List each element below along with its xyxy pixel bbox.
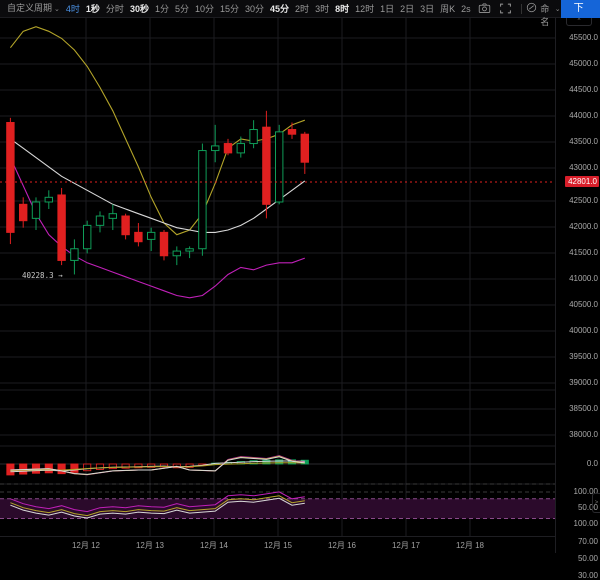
period-option-2时[interactable]: 2时 (295, 3, 310, 14)
custom-period-menu[interactable]: 自定义周期 ⌄ (4, 0, 63, 19)
price-tick-label: 40500.0 (569, 300, 598, 309)
period-option-45分[interactable]: 45分 (270, 3, 290, 14)
price-tick-label: 45000.0 (569, 59, 598, 68)
support-level-annotation: 40228.3 → (22, 271, 63, 280)
price-tick-label: 39500.0 (569, 352, 598, 361)
period-option-分时[interactable]: 分时 (105, 3, 124, 14)
period-option-1秒[interactable]: 1秒 (85, 3, 100, 14)
period-option-30分[interactable]: 30分 (245, 3, 265, 14)
price-tick-label: 43500.0 (569, 137, 598, 146)
rsi-tick-label: 30.00 (577, 571, 598, 580)
rsi-tick-label: 70.00 (577, 537, 598, 546)
period-option-15分[interactable]: 15分 (220, 3, 240, 14)
period-current[interactable]: 4时 (65, 3, 80, 14)
period-option-5分[interactable]: 5分 (174, 3, 189, 14)
chart-plot-area[interactable]: 40228.3 → 12月 12 12月 13 12月 14 12月 15 12月 16… (0, 18, 556, 553)
chart-toolbar: 自定义周期 ⌄ 4时 1秒 分时 30秒 1分 5分 10分 15分 30分 45分 2时 3时 8时 1… (0, 0, 600, 32)
last-price-line (0, 181, 556, 183)
place-order-button[interactable]: 下单 (560, 0, 600, 32)
price-tick-label: 40000.0 (569, 326, 598, 335)
period-option-周K[interactable]: 周K (440, 3, 456, 14)
price-tick-label: 43000.0 (569, 163, 598, 172)
toolbar-divider (520, 3, 522, 14)
kdj-tick-label: 50.00 (577, 503, 598, 512)
kdj-tick-label: 100.00 (573, 487, 598, 496)
price-axis[interactable]: ^ 45500.0 45000.0 44500.0 44000.0 43500.0 430… (555, 18, 600, 580)
axis-collapse-chevron-up-icon[interactable]: ^ (566, 18, 592, 26)
refresh-rate-label[interactable]: 2s (461, 3, 471, 14)
account-label: 未命名 (540, 0, 550, 27)
price-tick-label: 39000.0 (569, 378, 598, 387)
camera-icon[interactable] (478, 2, 491, 15)
price-tick-label: 38000.0 (569, 430, 598, 439)
price-tick-label: 44500.0 (569, 85, 598, 94)
time-tick-label: 12月 16 (327, 541, 357, 550)
period-option-30秒[interactable]: 30秒 (129, 3, 149, 14)
time-tick-label: 12月 14 (199, 541, 229, 550)
price-tick-label: 42500.0 (569, 196, 598, 205)
period-option-8时[interactable]: 8时 (335, 3, 350, 14)
toolbar-right-group: 2s 未命名 ⌄ 下单 (458, 0, 600, 32)
period-option-10分[interactable]: 10分 (194, 3, 214, 14)
period-option-12时[interactable]: 12时 (355, 3, 375, 14)
fullscreen-icon[interactable] (499, 2, 512, 15)
axis-expand-chevron-right-icon[interactable]: > (592, 493, 600, 513)
price-tick-label: 41000.0 (569, 274, 598, 283)
period-option-1日[interactable]: 1日 (380, 3, 395, 14)
indicator-panes-layer (0, 389, 556, 520)
period-option-1分[interactable]: 1分 (154, 3, 169, 14)
time-tick-label: 12月 15 (263, 541, 293, 550)
price-tick-label: 42000.0 (569, 222, 598, 231)
period-option-2日[interactable]: 2日 (400, 3, 415, 14)
price-tick-label: 41500.0 (569, 248, 598, 257)
account-selector[interactable]: 未命名 ⌄ (526, 0, 561, 28)
rsi-tick-label: 100.00 (573, 519, 598, 528)
price-tick-label: 44000.0 (569, 111, 598, 120)
time-tick-label: 12月 17 (391, 541, 421, 550)
chevron-down-icon: ⌄ (54, 5, 60, 13)
account-chevron-down-icon: ⌄ (554, 5, 561, 13)
chart-stage: 40228.3 → 12月 12 12月 13 12月 14 12月 15 12月 16… (0, 18, 600, 580)
custom-period-label: 自定义周期 (7, 2, 53, 13)
clock-circle-icon (526, 2, 537, 15)
period-option-3时[interactable]: 3时 (315, 3, 330, 14)
time-tick-label: 12月 13 (135, 541, 165, 550)
macd-tick-label: 0.0 (586, 459, 598, 468)
rsi-tick-label: 50.00 (577, 554, 598, 563)
period-selector-group: 自定义周期 ⌄ 4时 1秒 分时 30秒 1分 5分 10分 15分 30分 45分 2时 3时 8时 1… (0, 0, 458, 19)
candlestick-layer (6, 110, 310, 275)
period-option-3日[interactable]: 3日 (420, 3, 435, 14)
last-price-badge: 42801.0 (565, 176, 599, 187)
period-list: 1秒 分时 30秒 1分 5分 10分 15分 30分 45分 2时 3时 8时 12时 1日 2日 3日 周K (83, 0, 458, 18)
time-tick-label: 12月 12 (71, 541, 101, 550)
price-tick-label: 38500.0 (569, 404, 598, 413)
time-tick-label: 12月 18 (455, 541, 485, 550)
time-axis[interactable]: 12月 12 12月 13 12月 14 12月 15 12月 16 12月 17 12月 … (0, 536, 556, 553)
price-tick-label: 45500.0 (569, 33, 598, 42)
